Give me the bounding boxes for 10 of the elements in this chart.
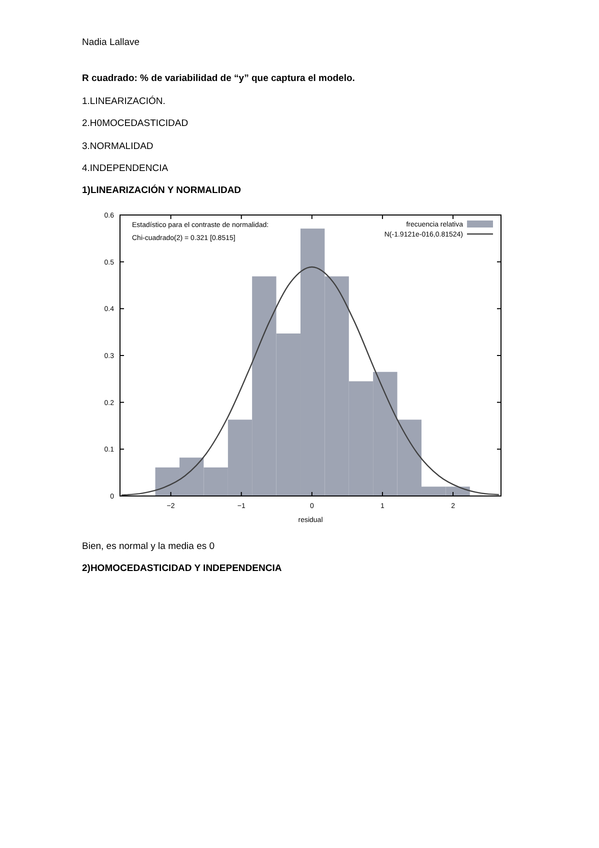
chart-title: 1)LINEARIZACIÓN Y NORMALIDAD — [82, 184, 242, 196]
text: 4.INDEPENDENCIA — [82, 163, 169, 174]
text: 3.NORMALIDAD — [82, 141, 154, 152]
text: 1.LINEARIZACIÓN. — [82, 95, 166, 107]
line-series — [120, 266, 500, 496]
text: 2)HOMOCEDASTICIDAD Y INDEPENDENCIA — [82, 563, 282, 574]
text: Bien, es normal y la media es 0 — [82, 541, 215, 552]
text: Nadia Lallave — [82, 37, 140, 48]
text: R cuadrado: % de variabilidad de “y” que captura el modelo. — [82, 73, 355, 84]
text: 2.H0MOCEDASTICIDAD — [82, 118, 188, 129]
